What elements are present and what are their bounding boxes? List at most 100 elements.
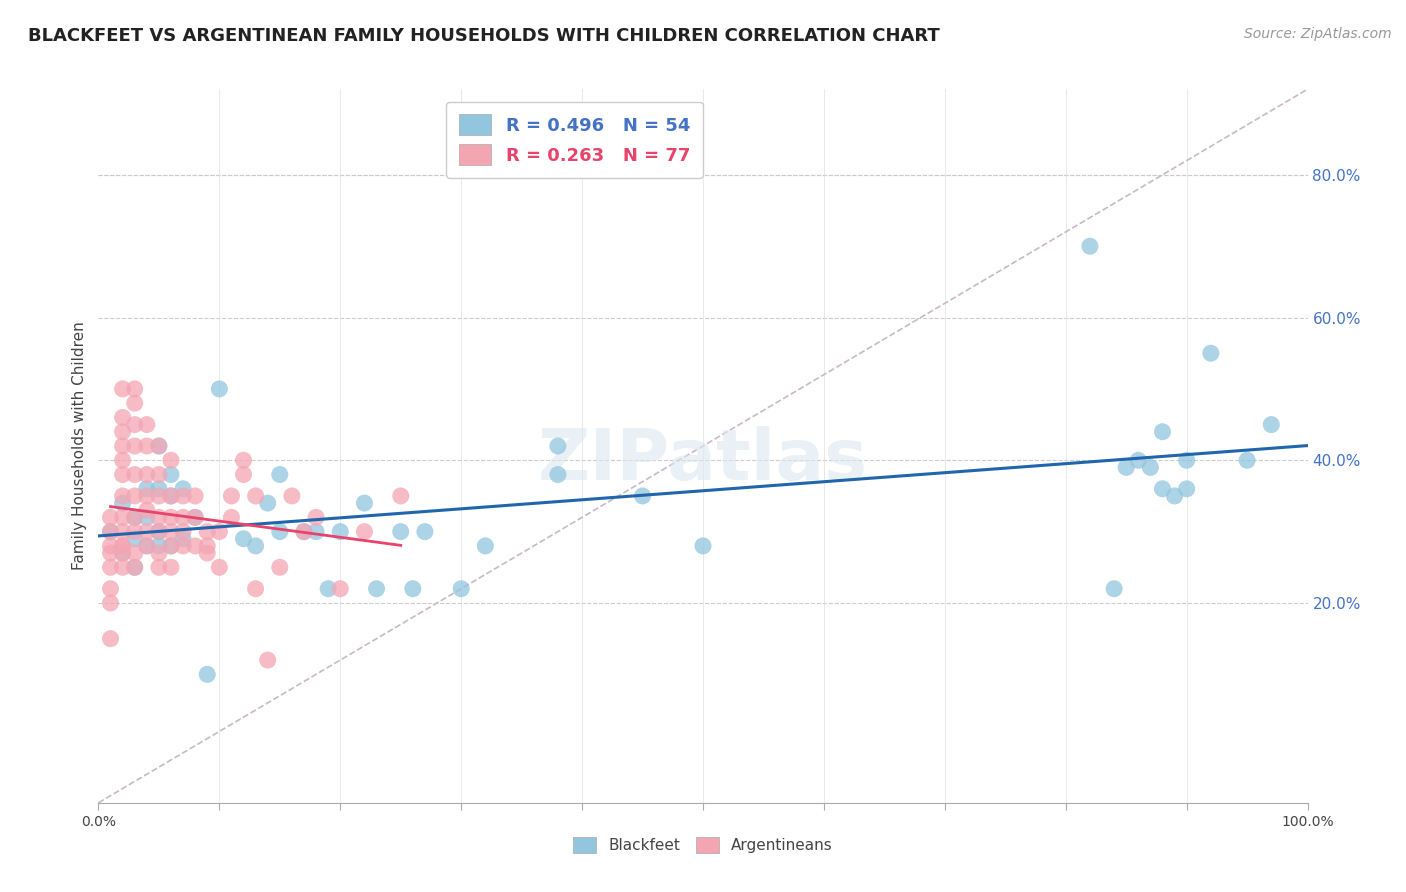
Point	[256, 496, 278, 510]
Point	[100, 632, 122, 646]
Point	[148, 510, 170, 524]
Point	[148, 524, 170, 539]
Point	[160, 539, 183, 553]
Point	[172, 482, 194, 496]
Point	[1260, 417, 1282, 432]
Point	[184, 510, 207, 524]
Point	[195, 546, 218, 560]
Point	[124, 560, 146, 574]
Point	[111, 410, 134, 425]
Point	[172, 524, 194, 539]
Point	[1199, 346, 1222, 360]
Point	[135, 524, 157, 539]
Legend: Blackfeet, Argentineans: Blackfeet, Argentineans	[567, 831, 839, 859]
Point	[100, 596, 122, 610]
Point	[1152, 425, 1174, 439]
Point	[195, 667, 218, 681]
Text: Source: ZipAtlas.com: Source: ZipAtlas.com	[1244, 27, 1392, 41]
Point	[389, 524, 412, 539]
Point	[124, 546, 146, 560]
Point	[124, 532, 146, 546]
Point	[172, 489, 194, 503]
Point	[135, 510, 157, 524]
Point	[135, 539, 157, 553]
Point	[111, 467, 134, 482]
Point	[111, 439, 134, 453]
Point	[135, 439, 157, 453]
Text: ZIPatlas: ZIPatlas	[538, 425, 868, 495]
Point	[1163, 489, 1185, 503]
Point	[256, 653, 278, 667]
Point	[184, 489, 207, 503]
Point	[172, 532, 194, 546]
Point	[366, 582, 388, 596]
Point	[292, 524, 315, 539]
Point	[329, 582, 352, 596]
Point	[402, 582, 425, 596]
Point	[124, 467, 146, 482]
Point	[208, 524, 231, 539]
Point	[1236, 453, 1258, 467]
Point	[160, 539, 183, 553]
Point	[1102, 582, 1125, 596]
Point	[245, 539, 267, 553]
Point	[160, 510, 183, 524]
Point	[245, 489, 267, 503]
Point	[111, 453, 134, 467]
Point	[135, 503, 157, 517]
Point	[160, 453, 183, 467]
Point	[208, 560, 231, 574]
Point	[148, 439, 170, 453]
Point	[195, 524, 218, 539]
Point	[148, 482, 170, 496]
Point	[124, 510, 146, 524]
Point	[184, 539, 207, 553]
Point	[305, 524, 328, 539]
Point	[148, 546, 170, 560]
Point	[111, 510, 134, 524]
Point	[111, 524, 134, 539]
Point	[281, 489, 304, 503]
Point	[1115, 460, 1137, 475]
Point	[124, 439, 146, 453]
Point	[316, 582, 339, 596]
Point	[111, 489, 134, 503]
Point	[450, 582, 472, 596]
Point	[232, 467, 254, 482]
Point	[329, 524, 352, 539]
Point	[195, 539, 218, 553]
Point	[111, 425, 134, 439]
Point	[100, 510, 122, 524]
Point	[148, 524, 170, 539]
Point	[160, 489, 183, 503]
Point	[208, 382, 231, 396]
Point	[1175, 482, 1198, 496]
Point	[148, 439, 170, 453]
Point	[148, 539, 170, 553]
Point	[305, 510, 328, 524]
Point	[111, 546, 134, 560]
Point	[124, 510, 146, 524]
Point	[353, 524, 375, 539]
Point	[160, 489, 183, 503]
Point	[111, 560, 134, 574]
Point	[135, 489, 157, 503]
Point	[547, 467, 569, 482]
Point	[111, 539, 134, 553]
Point	[111, 382, 134, 396]
Point	[124, 382, 146, 396]
Point	[413, 524, 436, 539]
Point	[353, 496, 375, 510]
Point	[1152, 482, 1174, 496]
Point	[100, 524, 122, 539]
Point	[135, 482, 157, 496]
Point	[1175, 453, 1198, 467]
Point	[172, 510, 194, 524]
Point	[135, 539, 157, 553]
Point	[547, 439, 569, 453]
Text: BLACKFEET VS ARGENTINEAN FAMILY HOUSEHOLDS WITH CHILDREN CORRELATION CHART: BLACKFEET VS ARGENTINEAN FAMILY HOUSEHOL…	[28, 27, 939, 45]
Point	[124, 396, 146, 410]
Point	[184, 510, 207, 524]
Point	[269, 467, 291, 482]
Point	[148, 560, 170, 574]
